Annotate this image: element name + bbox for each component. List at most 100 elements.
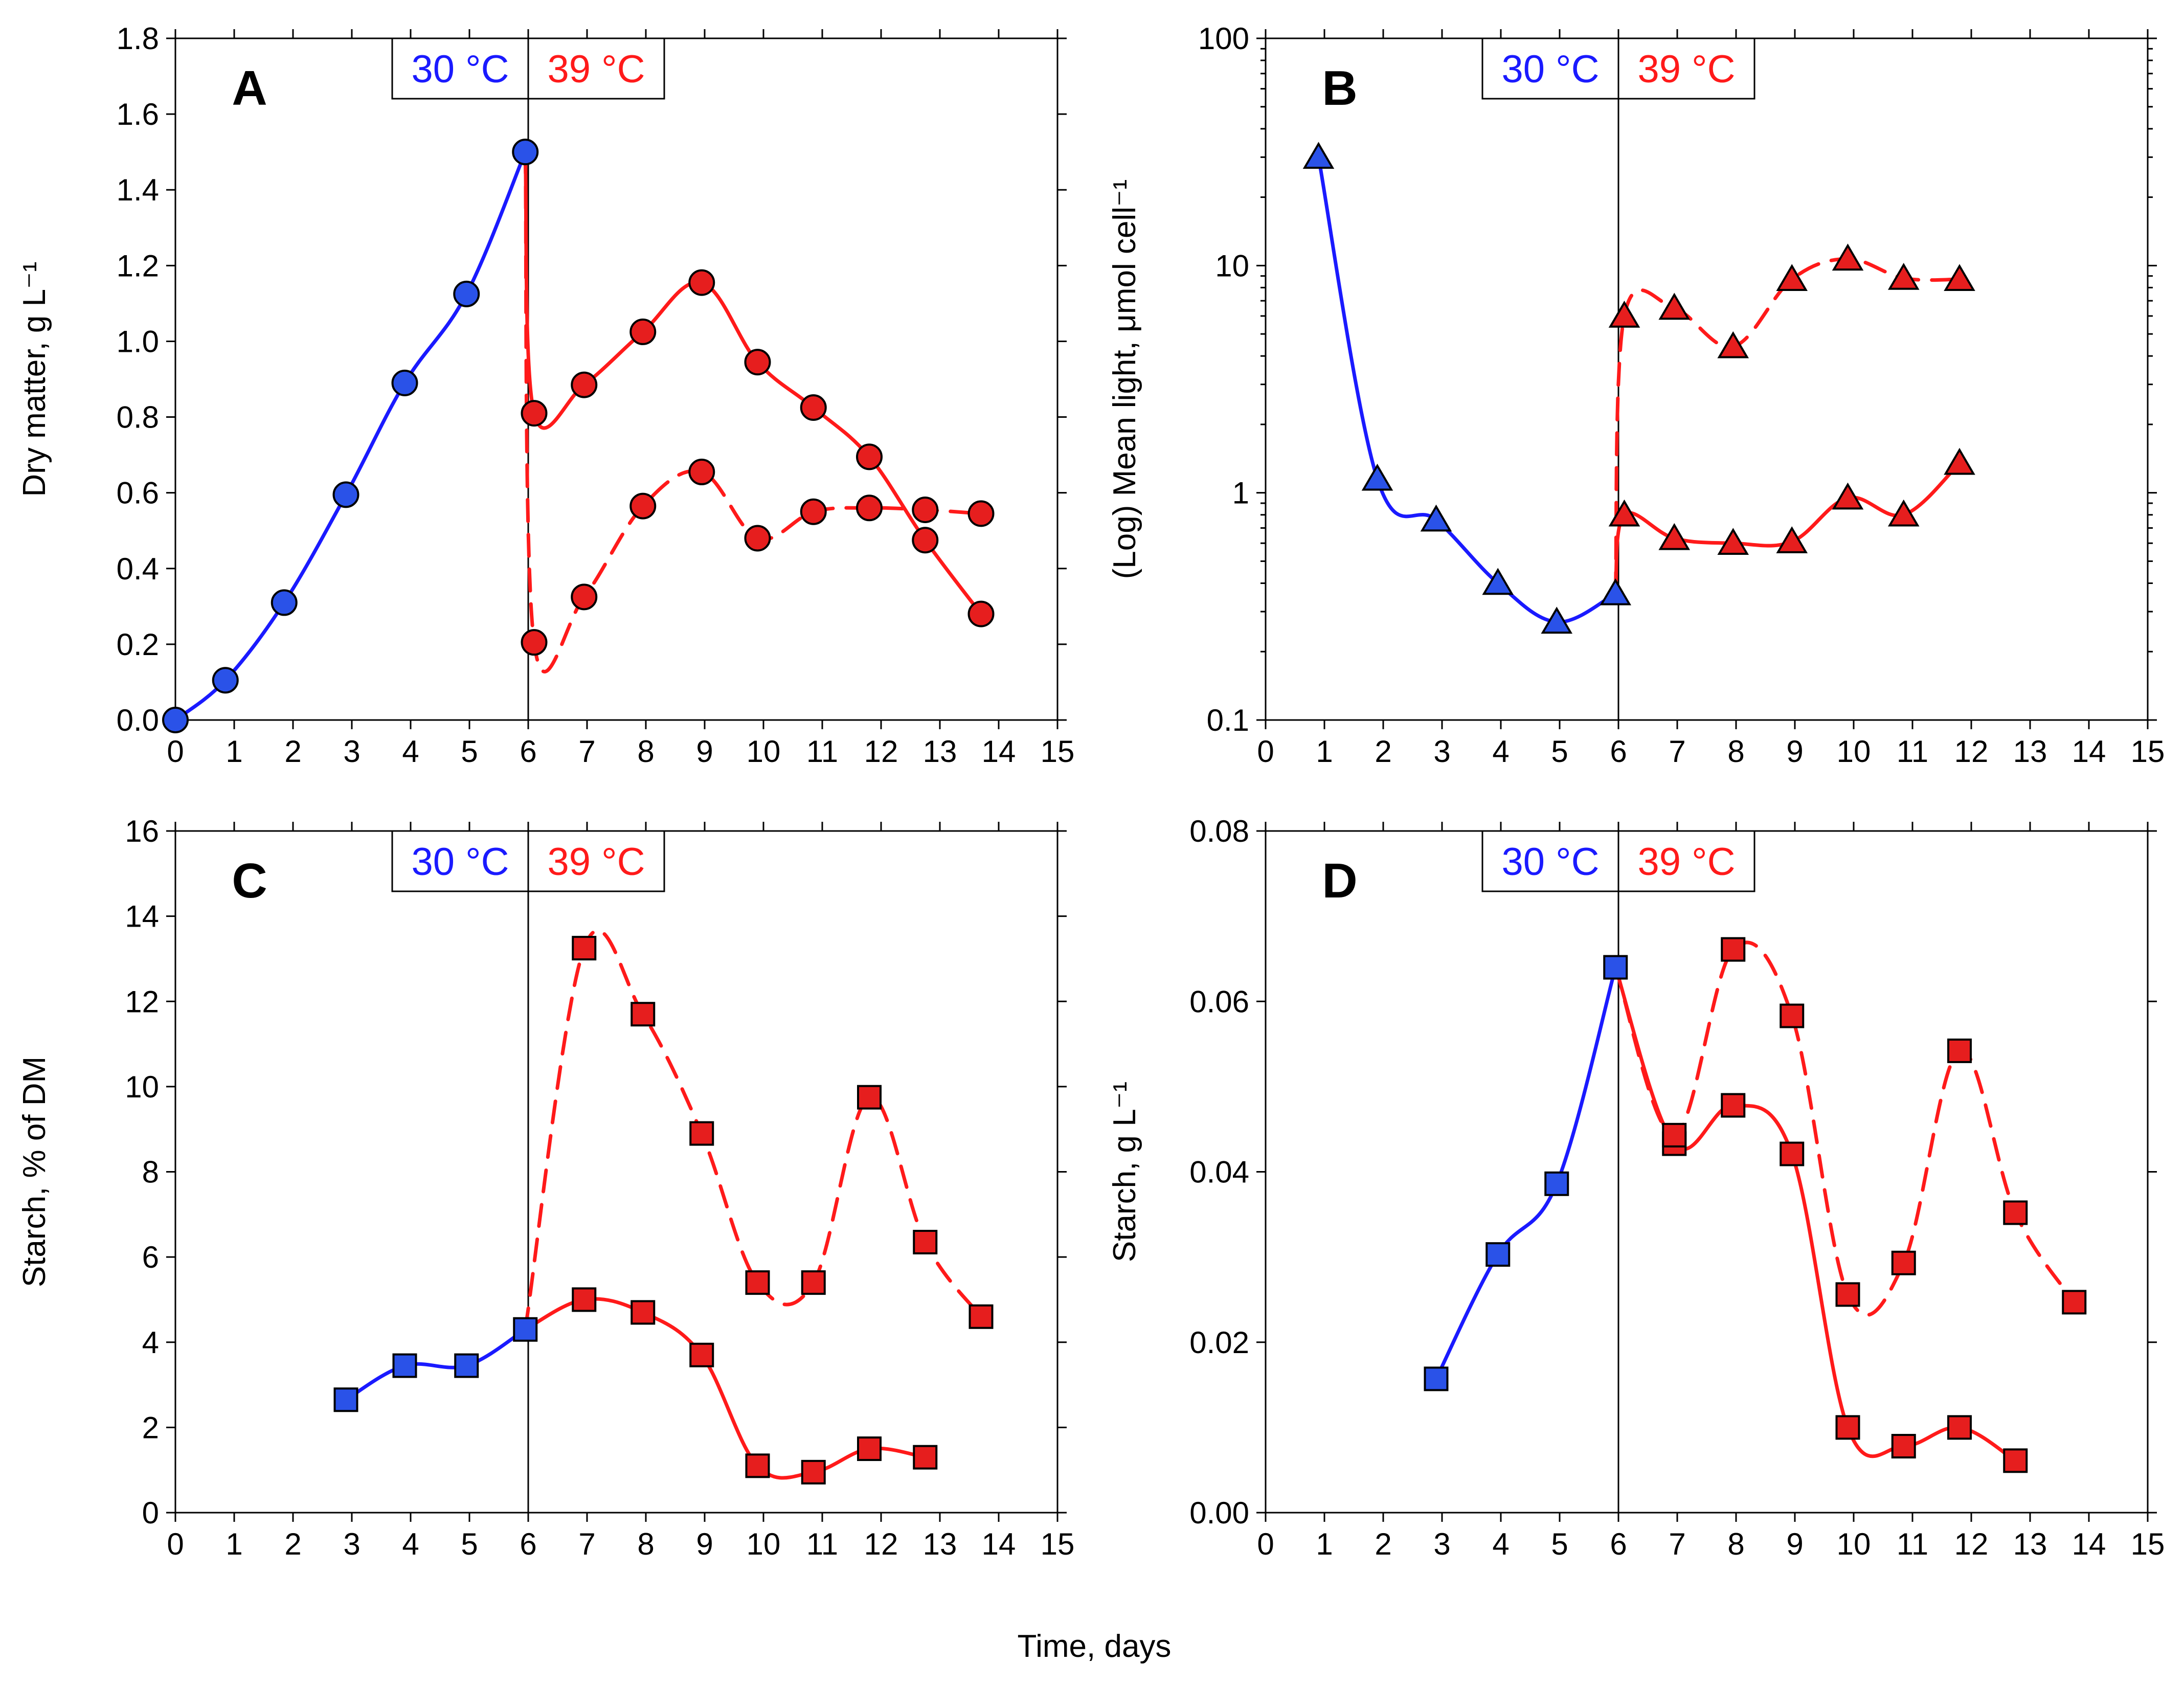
x-tick-label-a: 13 <box>923 734 957 769</box>
x-tick-label-b: 3 <box>1433 734 1450 769</box>
y-tick-label-d: 0.08 <box>1189 814 1249 848</box>
x-tick-label-a: 14 <box>982 734 1016 769</box>
x-tick-label-b: 10 <box>1837 734 1871 769</box>
x-tick-label-c: 7 <box>578 1527 595 1561</box>
data-point-d-0-1 <box>1485 1242 1511 1267</box>
y-tick-label-c: 6 <box>142 1240 159 1274</box>
x-tick-label-d: 14 <box>2072 1527 2106 1561</box>
data-point-a-1-7 <box>856 443 883 470</box>
data-point-b-1-3 <box>1717 528 1749 555</box>
data-point-a-0-5 <box>453 280 480 307</box>
x-tick-label-b: 6 <box>1610 734 1627 769</box>
data-point-d-2-7 <box>2003 1200 2028 1225</box>
x-tick-label-d: 7 <box>1669 1527 1685 1561</box>
y-tick-label-a: 1.4 <box>117 173 159 207</box>
temp-label-30-c: 30 °C <box>412 840 509 884</box>
x-tick-label-a: 8 <box>637 734 654 769</box>
temp-label-39-a: 39 °C <box>548 48 645 91</box>
y-tick-label-a: 1.6 <box>117 97 159 131</box>
temp-label-39-b: 39 °C <box>1638 48 1736 91</box>
data-point-d-0-0 <box>1424 1366 1449 1391</box>
data-point-b-2-7 <box>1944 264 1975 291</box>
y-tick-label-b: 10 <box>1215 249 1249 283</box>
data-point-b-2-6 <box>1887 263 1920 290</box>
data-point-a-0-3 <box>332 481 359 508</box>
y-axis-title-d: Starch, g L⁻¹ <box>1107 1082 1142 1262</box>
panel-letter-b: B <box>1322 61 1357 116</box>
data-point-a-0-1 <box>212 667 239 694</box>
x-tick-label-c: 6 <box>520 1527 536 1561</box>
data-point-d-0-2 <box>1544 1171 1569 1196</box>
y-tick-label-d: 0.02 <box>1189 1325 1249 1360</box>
x-tick-label-d: 10 <box>1837 1527 1871 1561</box>
data-point-b-1-6 <box>1887 499 1920 527</box>
x-tick-label-a: 15 <box>1041 734 1075 769</box>
x-tick-label-c: 14 <box>982 1527 1016 1561</box>
panel-letter-d: D <box>1322 853 1357 908</box>
data-point-c-1-4 <box>745 1453 770 1478</box>
x-tick-label-d: 1 <box>1316 1527 1333 1561</box>
x-tick-label-d: 0 <box>1257 1527 1274 1561</box>
data-point-d-1-5 <box>1891 1434 1916 1459</box>
temp-label-39-d: 39 °C <box>1638 840 1736 884</box>
y-axis-title-b: (Log) Mean light, μmol cell⁻¹ <box>1107 179 1142 579</box>
data-point-b-0-4 <box>1541 606 1573 634</box>
data-point-c-2-7 <box>913 1229 938 1254</box>
y-tick-label-c: 14 <box>125 900 159 934</box>
x-tick-label-b: 8 <box>1727 734 1744 769</box>
x-tick-label-b: 7 <box>1669 734 1685 769</box>
data-point-b-2-4 <box>1776 264 1808 291</box>
data-point-a-2-8 <box>912 496 939 523</box>
x-tick-label-a: 3 <box>343 734 360 769</box>
data-point-c-0-1 <box>392 1353 417 1378</box>
y-axis-title-a: Dry matter, g L⁻¹ <box>17 262 52 497</box>
x-tick-label-b: 12 <box>1954 734 1989 769</box>
y-tick-label-c: 12 <box>125 984 159 1019</box>
x-tick-label-a: 10 <box>747 734 781 769</box>
x-tick-label-b: 2 <box>1375 734 1391 769</box>
x-tick-label-b: 9 <box>1786 734 1803 769</box>
data-point-c-2-2 <box>631 1002 656 1027</box>
y-tick-label-c: 4 <box>142 1325 159 1360</box>
x-tick-label-b: 4 <box>1492 734 1509 769</box>
x-tick-label-d: 12 <box>1954 1527 1989 1561</box>
data-point-c-2-3 <box>689 1121 714 1146</box>
data-point-a-1-9 <box>967 600 995 627</box>
data-point-a-0-4 <box>391 369 418 396</box>
y-tick-label-d: 0.06 <box>1189 984 1249 1019</box>
y-tick-label-a: 0.4 <box>117 552 159 586</box>
x-tick-label-c: 12 <box>864 1527 898 1561</box>
data-point-b-1-7 <box>1944 447 1975 475</box>
data-point-a-1-1 <box>521 400 548 427</box>
data-point-a-0-6 <box>512 139 539 166</box>
data-point-b-0-2 <box>1420 504 1452 532</box>
data-point-d-2-1 <box>1662 1122 1687 1148</box>
data-point-a-1-6 <box>800 394 827 421</box>
x-tick-label-a: 5 <box>461 734 478 769</box>
data-point-d-2-3 <box>1780 1003 1805 1028</box>
panel-letter-c: C <box>232 853 267 908</box>
x-tick-label-d: 5 <box>1551 1527 1568 1561</box>
x-tick-label-c: 0 <box>167 1527 184 1561</box>
x-tick-label-a: 9 <box>696 734 713 769</box>
y-tick-label-a: 0.8 <box>117 400 159 435</box>
data-point-c-2-6 <box>857 1085 882 1110</box>
series-line-c-2 <box>523 929 983 1332</box>
data-point-b-2-5 <box>1832 243 1864 271</box>
panel-c: 0 1 2 3 4 5 6 7 8 9 10 11 12 13 14 150246810121416Starc… <box>17 814 1074 1561</box>
x-tick-label-d: 9 <box>1786 1527 1803 1561</box>
data-point-c-0-3 <box>513 1317 538 1342</box>
x-tick-label-b: 13 <box>2013 734 2047 769</box>
y-tick-label-a: 1.8 <box>117 21 159 56</box>
x-tick-label-a: 6 <box>520 734 536 769</box>
data-point-c-1-7 <box>913 1445 938 1470</box>
data-point-a-0-2 <box>271 589 298 616</box>
x-tick-label-b: 5 <box>1551 734 1568 769</box>
y-tick-label-a: 0.2 <box>117 627 159 662</box>
x-tick-label-c: 10 <box>747 1527 781 1561</box>
x-tick-label-d: 2 <box>1375 1527 1391 1561</box>
x-tick-label-a: 7 <box>578 734 595 769</box>
data-point-a-2-1 <box>521 629 548 656</box>
